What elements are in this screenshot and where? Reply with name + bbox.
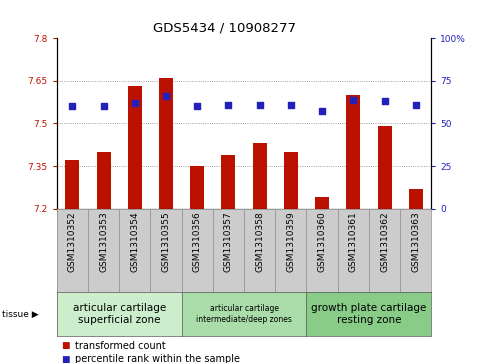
Bar (252, 143, 267, 209)
Point (162, 93, 170, 99)
Bar (128, 86, 142, 209)
Text: GSM1310363: GSM1310363 (411, 211, 420, 272)
Text: transformed count: transformed count (75, 340, 166, 351)
Bar (221, 155, 236, 209)
Text: GSM1310352: GSM1310352 (68, 211, 77, 272)
Bar (378, 126, 391, 209)
Text: GSM1310359: GSM1310359 (286, 211, 295, 272)
Bar (65, 160, 79, 209)
Bar (190, 166, 204, 209)
Text: GSM1310356: GSM1310356 (193, 211, 202, 272)
Text: GDS5434 / 10908277: GDS5434 / 10908277 (153, 21, 296, 34)
Text: percentile rank within the sample: percentile rank within the sample (75, 354, 241, 363)
Text: GSM1310354: GSM1310354 (130, 211, 139, 272)
Point (224, 102, 232, 107)
Point (412, 102, 420, 107)
Text: ■: ■ (62, 355, 70, 363)
Text: growth plate cartilage
resting zone: growth plate cartilage resting zone (311, 303, 426, 325)
Bar (346, 95, 360, 209)
Text: articular cartilage
superficial zone: articular cartilage superficial zone (72, 303, 166, 325)
Bar (97, 152, 110, 209)
Text: GSM1310353: GSM1310353 (99, 211, 108, 272)
Text: GSM1310357: GSM1310357 (224, 211, 233, 272)
Point (318, 109, 326, 114)
Bar (284, 152, 298, 209)
Text: GSM1310360: GSM1310360 (317, 211, 326, 272)
Bar (315, 197, 329, 209)
Point (256, 102, 264, 107)
Point (100, 103, 107, 109)
Point (193, 103, 201, 109)
Point (131, 100, 139, 106)
Text: GSM1310358: GSM1310358 (255, 211, 264, 272)
Text: ■: ■ (62, 341, 70, 350)
Point (69, 103, 76, 109)
Point (381, 98, 388, 104)
Text: articular cartilage
intermediate/deep zones: articular cartilage intermediate/deep zo… (196, 304, 292, 324)
Text: GSM1310362: GSM1310362 (380, 211, 389, 272)
Bar (159, 78, 173, 209)
Text: GSM1310361: GSM1310361 (349, 211, 358, 272)
Bar (409, 189, 423, 209)
Point (287, 102, 295, 107)
Text: tissue ▶: tissue ▶ (2, 310, 39, 318)
Text: GSM1310355: GSM1310355 (162, 211, 171, 272)
Point (350, 97, 357, 102)
